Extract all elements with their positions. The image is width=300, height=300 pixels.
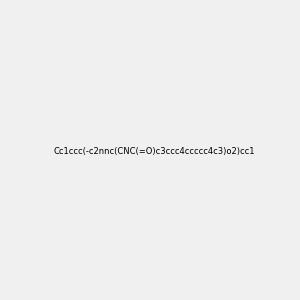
- Text: Cc1ccc(-c2nnc(CNC(=O)c3ccc4ccccc4c3)o2)cc1: Cc1ccc(-c2nnc(CNC(=O)c3ccc4ccccc4c3)o2)c…: [53, 147, 254, 156]
